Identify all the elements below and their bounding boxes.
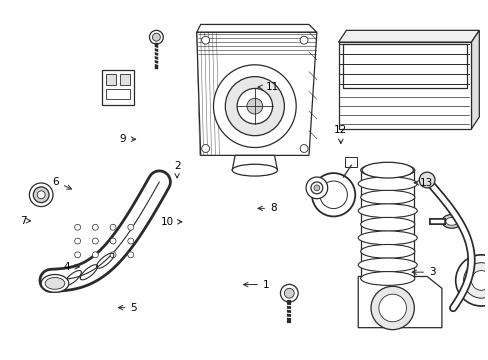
Circle shape bbox=[225, 77, 284, 136]
Circle shape bbox=[75, 238, 81, 244]
Circle shape bbox=[418, 172, 434, 188]
Text: 10: 10 bbox=[161, 217, 182, 227]
Polygon shape bbox=[358, 276, 441, 328]
Ellipse shape bbox=[41, 275, 69, 292]
Circle shape bbox=[29, 183, 53, 207]
Circle shape bbox=[75, 224, 81, 230]
Circle shape bbox=[33, 187, 49, 203]
Circle shape bbox=[152, 33, 160, 41]
Text: 4: 4 bbox=[63, 262, 79, 272]
Ellipse shape bbox=[360, 271, 414, 285]
Text: 3: 3 bbox=[411, 267, 435, 277]
Text: 5: 5 bbox=[118, 303, 137, 312]
Polygon shape bbox=[470, 30, 478, 129]
Ellipse shape bbox=[445, 217, 457, 225]
Circle shape bbox=[110, 238, 116, 244]
Circle shape bbox=[280, 284, 298, 302]
Circle shape bbox=[213, 65, 296, 148]
Circle shape bbox=[37, 191, 45, 199]
Bar bbox=[338, 42, 470, 129]
Circle shape bbox=[110, 252, 116, 258]
Bar bbox=[106, 74, 116, 85]
Ellipse shape bbox=[360, 244, 414, 258]
Circle shape bbox=[92, 252, 98, 258]
Polygon shape bbox=[196, 24, 316, 32]
Ellipse shape bbox=[362, 162, 412, 178]
Bar bbox=[120, 74, 129, 85]
Circle shape bbox=[92, 224, 98, 230]
Ellipse shape bbox=[45, 278, 65, 289]
Text: 9: 9 bbox=[120, 134, 135, 144]
Text: 7: 7 bbox=[20, 216, 31, 226]
Ellipse shape bbox=[360, 190, 414, 204]
Text: 1: 1 bbox=[243, 280, 269, 289]
Circle shape bbox=[463, 263, 488, 298]
Bar bbox=[345, 157, 357, 167]
Ellipse shape bbox=[358, 177, 416, 190]
Ellipse shape bbox=[441, 215, 461, 228]
Circle shape bbox=[149, 30, 163, 44]
Circle shape bbox=[110, 224, 116, 230]
Ellipse shape bbox=[358, 258, 416, 272]
Circle shape bbox=[75, 252, 81, 258]
Circle shape bbox=[127, 224, 133, 230]
Ellipse shape bbox=[360, 217, 414, 231]
Circle shape bbox=[300, 36, 307, 44]
Circle shape bbox=[311, 173, 355, 216]
Circle shape bbox=[313, 185, 319, 191]
Circle shape bbox=[455, 255, 488, 306]
Bar bbox=[343, 44, 466, 89]
Text: 13: 13 bbox=[413, 178, 432, 188]
Circle shape bbox=[378, 294, 406, 322]
Circle shape bbox=[246, 98, 262, 114]
Text: 8: 8 bbox=[258, 203, 276, 213]
Circle shape bbox=[92, 238, 98, 244]
Ellipse shape bbox=[358, 204, 416, 218]
Polygon shape bbox=[196, 32, 316, 156]
Circle shape bbox=[284, 288, 294, 298]
Text: 11: 11 bbox=[258, 82, 279, 92]
Text: 12: 12 bbox=[333, 125, 346, 144]
Ellipse shape bbox=[360, 163, 414, 177]
Circle shape bbox=[310, 182, 322, 194]
Circle shape bbox=[127, 252, 133, 258]
Ellipse shape bbox=[232, 164, 277, 176]
Text: 2: 2 bbox=[173, 161, 180, 178]
Bar bbox=[106, 89, 129, 99]
Circle shape bbox=[201, 145, 209, 152]
Circle shape bbox=[370, 286, 413, 330]
Text: 6: 6 bbox=[52, 177, 71, 189]
Ellipse shape bbox=[358, 231, 416, 245]
Bar bbox=[102, 70, 133, 105]
Circle shape bbox=[305, 177, 327, 199]
Polygon shape bbox=[338, 30, 478, 42]
Circle shape bbox=[201, 36, 209, 44]
Circle shape bbox=[470, 271, 488, 290]
Circle shape bbox=[300, 145, 307, 152]
Circle shape bbox=[237, 89, 272, 124]
Polygon shape bbox=[232, 156, 277, 170]
Circle shape bbox=[127, 238, 133, 244]
